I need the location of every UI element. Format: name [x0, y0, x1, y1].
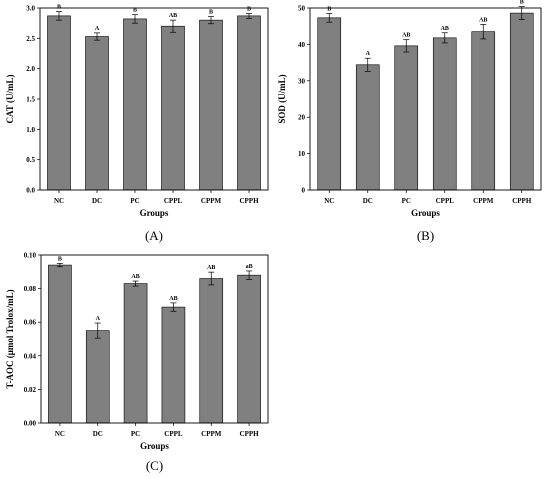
- x-tick-label: CPPH: [239, 197, 259, 205]
- y-axis-title: SOD (U/mL): [277, 74, 287, 123]
- significance-label: AB: [402, 33, 410, 39]
- y-tick-label: 0.04: [24, 352, 37, 360]
- y-tick-label: 0.5: [26, 156, 35, 164]
- significance-label: B: [520, 0, 524, 6]
- significance-label: A: [96, 316, 101, 322]
- y-tick-label: 0: [302, 187, 306, 195]
- panel-label: (C): [146, 458, 163, 473]
- y-tick-label: 50: [298, 5, 306, 13]
- panel-label: (A): [145, 228, 163, 243]
- plot-frame: [40, 254, 269, 424]
- x-tick-label: PC: [402, 197, 411, 205]
- x-tick-label: CPPL: [164, 430, 183, 438]
- y-tick-label: 20: [298, 114, 306, 122]
- bar: [199, 19, 223, 191]
- significance-label: B: [327, 6, 331, 12]
- significance-label: AB: [479, 17, 487, 23]
- y-tick-label: 0.0: [26, 187, 35, 195]
- bar: [161, 306, 186, 424]
- x-tick-label: CPPM: [201, 197, 222, 205]
- x-tick-label: CPPL: [164, 197, 183, 205]
- significance-label: AB: [207, 265, 215, 271]
- y-tick-label: 2.5: [26, 35, 35, 43]
- bar: [123, 283, 148, 424]
- x-tick-label: CPPM: [201, 430, 222, 438]
- y-tick-label: 3.0: [26, 5, 35, 13]
- chart-panel-3: B NC A DC AB PC AB CPPL AB CPPM aB CPPH 0.00 0.02 0.04…: [5, 252, 269, 473]
- y-tick-label: 40: [298, 41, 306, 49]
- significance-label: A: [366, 51, 371, 57]
- x-tick-label: CPPH: [512, 197, 532, 205]
- y-tick-label: 10: [298, 150, 306, 158]
- bar: [199, 278, 224, 424]
- bar: [355, 64, 380, 191]
- bar: [85, 330, 110, 424]
- y-tick-label: 2.0: [26, 65, 35, 73]
- bar: [432, 37, 457, 191]
- y-tick-label: 1.0: [26, 126, 35, 134]
- y-axis-title: T-AOC (μmol Trolox/mL): [5, 289, 15, 388]
- bar: [48, 264, 72, 424]
- x-tick-label: NC: [324, 197, 334, 205]
- bar: [85, 36, 109, 191]
- x-axis-title: Groups: [411, 208, 440, 218]
- significance-label: AB: [441, 26, 449, 32]
- plot-frame: [39, 7, 269, 191]
- y-tick-label: 1.5: [26, 96, 35, 104]
- y-tick-label: 0.06: [24, 319, 37, 327]
- significance-label: A: [95, 26, 100, 32]
- significance-label: AB: [169, 13, 177, 19]
- y-axis-title: CAT (U/mL): [5, 75, 15, 124]
- significance-label: AB: [169, 296, 177, 302]
- significance-label: B: [58, 256, 62, 262]
- plot-frame: [309, 7, 542, 191]
- x-tick-label: PC: [130, 197, 139, 205]
- significance-label: B: [209, 9, 213, 15]
- x-axis-title: Groups: [140, 208, 169, 218]
- x-tick-label: CPPM: [473, 197, 494, 205]
- chart-panel-1: BNCADCBPCABCPPLBCPPMBCPPH0.00.51.01.52.0…: [5, 5, 269, 243]
- bar: [237, 15, 261, 191]
- x-tick-label: DC: [93, 430, 103, 438]
- y-tick-label: 0.00: [24, 420, 37, 428]
- y-tick-label: 0.08: [24, 285, 37, 293]
- bar: [509, 12, 534, 191]
- bar: [123, 18, 147, 191]
- bar: [471, 31, 496, 191]
- significance-label: aB: [246, 264, 253, 270]
- x-axis-title: Groups: [140, 441, 169, 451]
- bar: [317, 17, 342, 191]
- bar: [161, 25, 185, 191]
- x-tick-label: DC: [92, 197, 102, 205]
- y-tick-label: 30: [298, 77, 306, 85]
- y-tick-label: 0.10: [24, 252, 37, 260]
- significance-label: B: [247, 6, 251, 12]
- significance-label: AB: [131, 274, 139, 280]
- x-tick-label: DC: [363, 197, 373, 205]
- x-tick-label: NC: [54, 197, 64, 205]
- panel-label: (B): [417, 228, 434, 243]
- bar: [394, 45, 419, 191]
- chart-panel-2: B NC A DC AB PC AB CPPL AB CPPM B CPPH 0 10 20 30 40 50 Gr…: [277, 0, 542, 243]
- x-tick-label: CPPL: [436, 197, 455, 205]
- significance-label: B: [133, 8, 137, 14]
- x-tick-label: CPPH: [240, 430, 260, 438]
- x-tick-label: PC: [131, 430, 140, 438]
- bar: [237, 274, 261, 424]
- bar: [47, 15, 71, 191]
- x-tick-label: NC: [55, 430, 65, 438]
- y-tick-label: 0.02: [24, 386, 37, 394]
